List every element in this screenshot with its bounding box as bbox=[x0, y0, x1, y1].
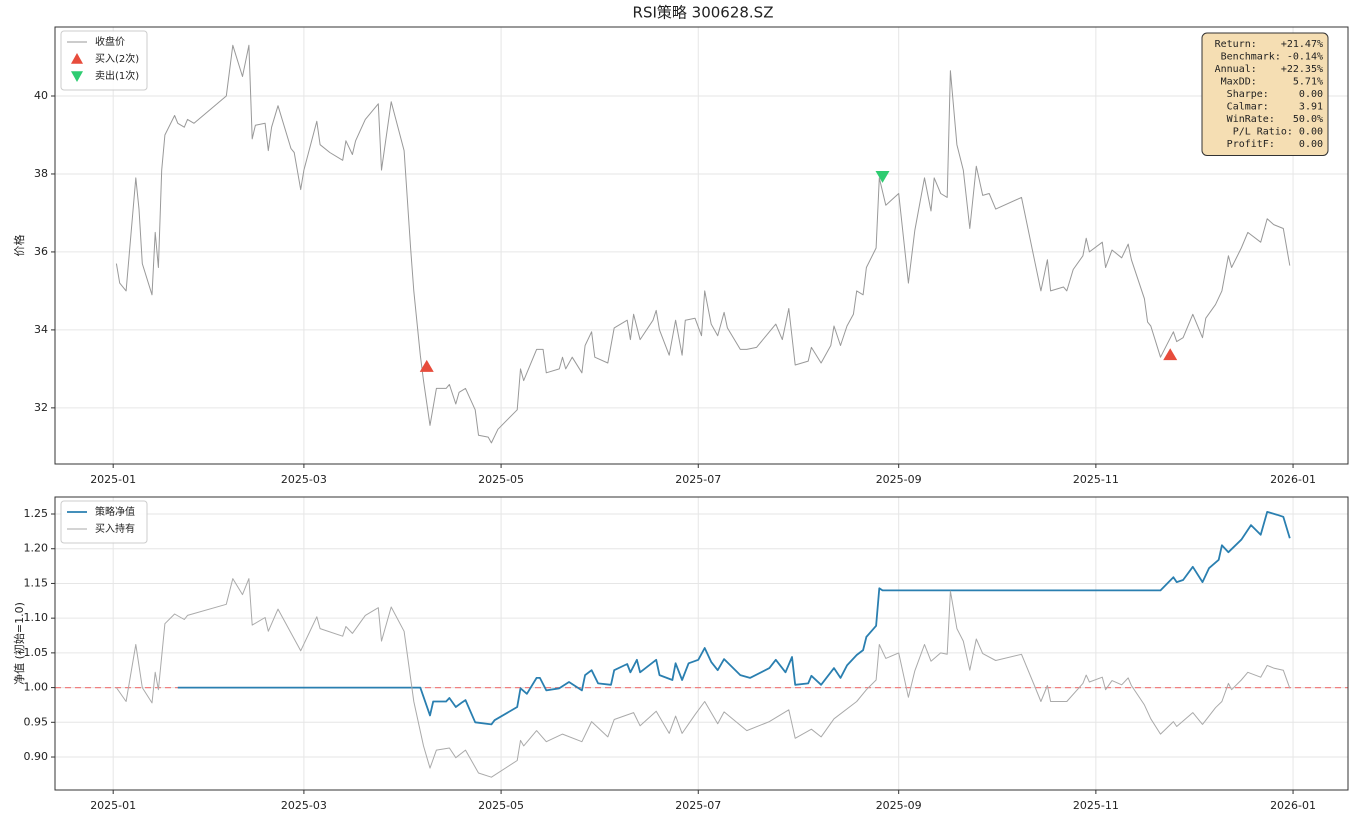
y-tick-label: 38 bbox=[34, 167, 48, 180]
x-tick-label: 2025-11 bbox=[1073, 799, 1119, 812]
y-axis-title: 价格 bbox=[12, 235, 26, 257]
legend-swatch bbox=[71, 71, 83, 82]
x-tick-label: 2025-09 bbox=[876, 799, 922, 812]
x-tick-label: 2025-05 bbox=[478, 799, 524, 812]
x-tick-label: 2025-07 bbox=[675, 799, 721, 812]
stats-line: Benchmark: -0.14% bbox=[1215, 52, 1323, 63]
x-tick-label: 2026-01 bbox=[1270, 473, 1316, 486]
y-tick-label: 36 bbox=[34, 245, 48, 258]
y-tick-label: 1.20 bbox=[24, 542, 49, 555]
series-line bbox=[177, 511, 1291, 726]
y-tick-label: 32 bbox=[34, 401, 48, 414]
trade-marker bbox=[1163, 348, 1178, 361]
series-line bbox=[115, 44, 1291, 444]
x-tick-label: 2025-09 bbox=[876, 473, 922, 486]
legend-label: 买入(2次) bbox=[95, 52, 139, 65]
y-tick-label: 34 bbox=[34, 323, 48, 336]
y-tick-label: 1.00 bbox=[24, 681, 49, 694]
x-tick-label: 2025-07 bbox=[675, 473, 721, 486]
legend-label: 卖出(1次) bbox=[95, 69, 139, 82]
x-tick-label: 2025-03 bbox=[281, 799, 327, 812]
trade-marker bbox=[419, 359, 434, 372]
x-tick-label: 2025-03 bbox=[281, 473, 327, 486]
y-axis-title: 净值 (初始=1.0) bbox=[12, 602, 26, 685]
legend-label: 买入持有 bbox=[95, 522, 135, 535]
series-line bbox=[115, 578, 1291, 778]
y-tick-label: 0.90 bbox=[24, 750, 49, 763]
y-tick-label: 40 bbox=[34, 89, 48, 102]
stats-line: Return: +21.47% bbox=[1215, 39, 1323, 50]
x-tick-label: 2025-01 bbox=[90, 799, 136, 812]
stats-box bbox=[1201, 32, 1329, 156]
stats-line: WinRate: 50.0% bbox=[1227, 114, 1323, 125]
axes-frame bbox=[54, 26, 1349, 465]
legend-swatch bbox=[71, 53, 83, 64]
legend-label: 收盘价 bbox=[95, 35, 125, 48]
y-tick-label: 0.95 bbox=[24, 715, 49, 728]
y-tick-label: 1.10 bbox=[24, 611, 49, 624]
stats-line: MaxDD: 5.71% bbox=[1221, 77, 1323, 88]
y-tick-label: 1.05 bbox=[24, 646, 49, 659]
x-tick-label: 2026-01 bbox=[1270, 799, 1316, 812]
x-tick-label: 2025-01 bbox=[90, 473, 136, 486]
chart-title: RSI策略 300628.SZ bbox=[633, 4, 774, 22]
stats-line: Sharpe: 0.00 bbox=[1227, 89, 1323, 100]
legend-box bbox=[60, 30, 148, 91]
x-tick-label: 2025-11 bbox=[1073, 473, 1119, 486]
axes-frame bbox=[54, 496, 1349, 791]
y-tick-label: 1.25 bbox=[24, 507, 49, 520]
x-tick-label: 2025-05 bbox=[478, 473, 524, 486]
stats-line: Annual: +22.35% bbox=[1215, 64, 1323, 75]
trade-marker bbox=[875, 171, 890, 183]
legend-label: 策略净值 bbox=[95, 505, 135, 518]
stats-line: P/L Ratio: 0.00 bbox=[1233, 127, 1323, 138]
stats-line: ProfitF: 0.00 bbox=[1227, 139, 1323, 150]
stats-line: Calmar: 3.91 bbox=[1227, 102, 1323, 113]
y-tick-label: 1.15 bbox=[24, 576, 49, 589]
